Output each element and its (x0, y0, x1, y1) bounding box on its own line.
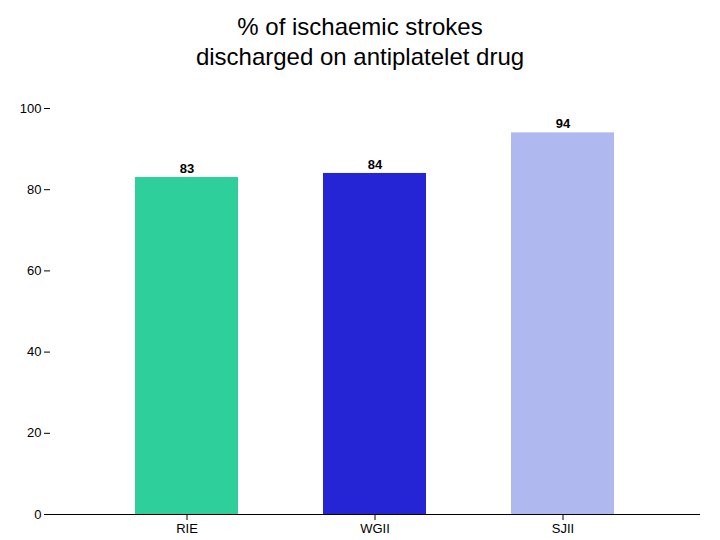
svg-text:80: 80 (27, 182, 41, 197)
svg-text:20: 20 (27, 425, 41, 440)
svg-text:60: 60 (27, 263, 41, 278)
svg-text:0: 0 (34, 507, 41, 522)
svg-text:SJII: SJII (552, 521, 574, 536)
svg-text:WGII: WGII (360, 521, 390, 536)
svg-text:83: 83 (180, 161, 194, 176)
svg-text:RIE: RIE (176, 521, 198, 536)
svg-text:84: 84 (368, 157, 383, 172)
svg-text:40: 40 (27, 344, 41, 359)
html-text:% of ischaemic strokes dischar: % of ischaemic strokes discharged on ant… (195, 13, 525, 70)
svg-text:94: 94 (556, 116, 571, 131)
svg-text:100: 100 (20, 101, 42, 116)
